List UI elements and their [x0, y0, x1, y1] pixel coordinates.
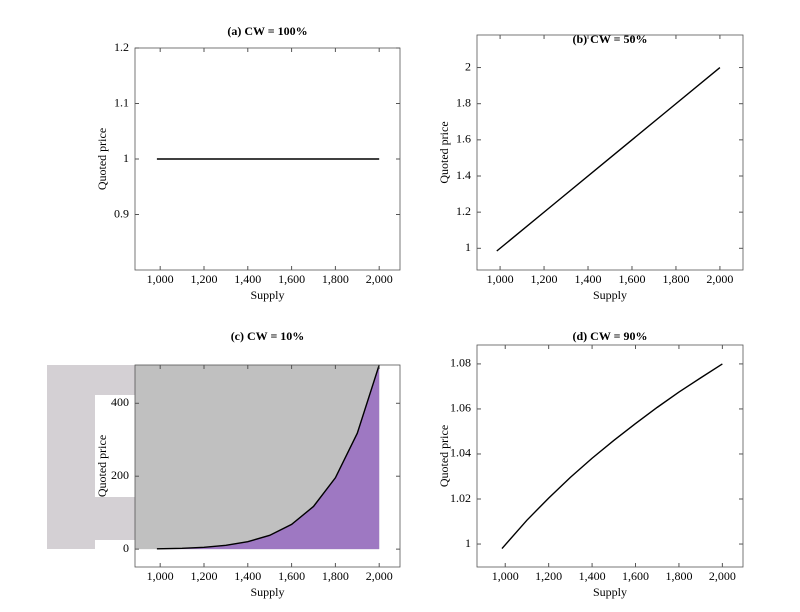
x-tick-label: 1,200 — [190, 272, 217, 286]
chart-title: (d) CW = 90% — [573, 329, 648, 343]
x-tick-label: 2,000 — [366, 569, 393, 583]
x-tick-label: 2,000 — [709, 569, 736, 583]
chart-title: (c) CW = 10% — [231, 329, 305, 343]
x-tick-label: 1,200 — [531, 272, 558, 286]
y-tick-label: 1.4 — [456, 168, 471, 182]
area-fill — [156, 365, 380, 550]
x-tick-label: 1,000 — [147, 569, 174, 583]
y-tick-label: 1.06 — [450, 401, 471, 415]
y-axis-label: Quoted price — [95, 435, 109, 497]
x-tick-label: 1,600 — [622, 569, 649, 583]
line — [496, 66, 721, 252]
y-tick-label: 0 — [123, 541, 129, 555]
x-tick-label: 1,800 — [322, 272, 349, 286]
x-tick-label: 2,000 — [366, 272, 393, 286]
x-tick-label: 1,000 — [487, 272, 514, 286]
x-tick-label: 1,400 — [234, 272, 261, 286]
x-tick-label: 1,400 — [575, 272, 602, 286]
x-tick-label: 1,800 — [322, 569, 349, 583]
chart-title: (a) CW = 100% — [227, 24, 307, 38]
y-tick-label: 1.1 — [114, 95, 129, 109]
x-axis-label: Supply — [593, 288, 627, 302]
x-tick-label: 1,000 — [147, 272, 174, 286]
y-axis-label: Quoted price — [95, 128, 109, 190]
y-tick-label: 1.6 — [456, 132, 471, 146]
y-tick-label: 1.08 — [450, 356, 471, 370]
x-tick-label: 1,000 — [492, 569, 519, 583]
y-tick-label: 1.02 — [450, 491, 471, 505]
chart-title: (b) CW = 50% — [573, 32, 648, 46]
x-tick-label: 2,000 — [706, 272, 733, 286]
y-tick-label: 1.2 — [456, 204, 471, 218]
overlay-artifact — [47, 365, 135, 549]
x-tick-label: 1,600 — [278, 569, 305, 583]
plot-frame — [476, 344, 744, 568]
line — [156, 364, 380, 550]
x-tick-label: 1,600 — [618, 272, 645, 286]
x-tick-label: 1,400 — [579, 569, 606, 583]
x-tick-label: 1,800 — [662, 272, 689, 286]
x-tick-label: 1,600 — [278, 272, 305, 286]
y-tick-label: 1.2 — [114, 40, 129, 54]
x-axis-label: Supply — [593, 585, 627, 599]
y-tick-label: 0.9 — [114, 206, 129, 220]
x-tick-label: 1,800 — [665, 569, 692, 583]
y-tick-label: 200 — [111, 468, 129, 482]
plot-frame — [476, 34, 744, 271]
x-tick-label: 1,400 — [234, 569, 261, 583]
x-tick-label: 1,200 — [535, 569, 562, 583]
y-tick-label: 400 — [111, 395, 129, 409]
line — [501, 363, 723, 550]
y-tick-label: 1 — [123, 151, 129, 165]
y-tick-label: 2 — [465, 59, 471, 73]
plot-frame — [134, 364, 401, 568]
y-tick-label: 1 — [465, 240, 471, 254]
y-tick-label: 1.8 — [456, 95, 471, 109]
x-axis-label: Supply — [250, 585, 284, 599]
y-tick-label: 1 — [465, 536, 471, 550]
x-axis-label: Supply — [250, 288, 284, 302]
y-tick-label: 1.04 — [450, 446, 471, 460]
x-tick-label: 1,200 — [190, 569, 217, 583]
y-axis-label: Quoted price — [437, 121, 451, 183]
y-axis-label: Quoted price — [437, 425, 451, 487]
